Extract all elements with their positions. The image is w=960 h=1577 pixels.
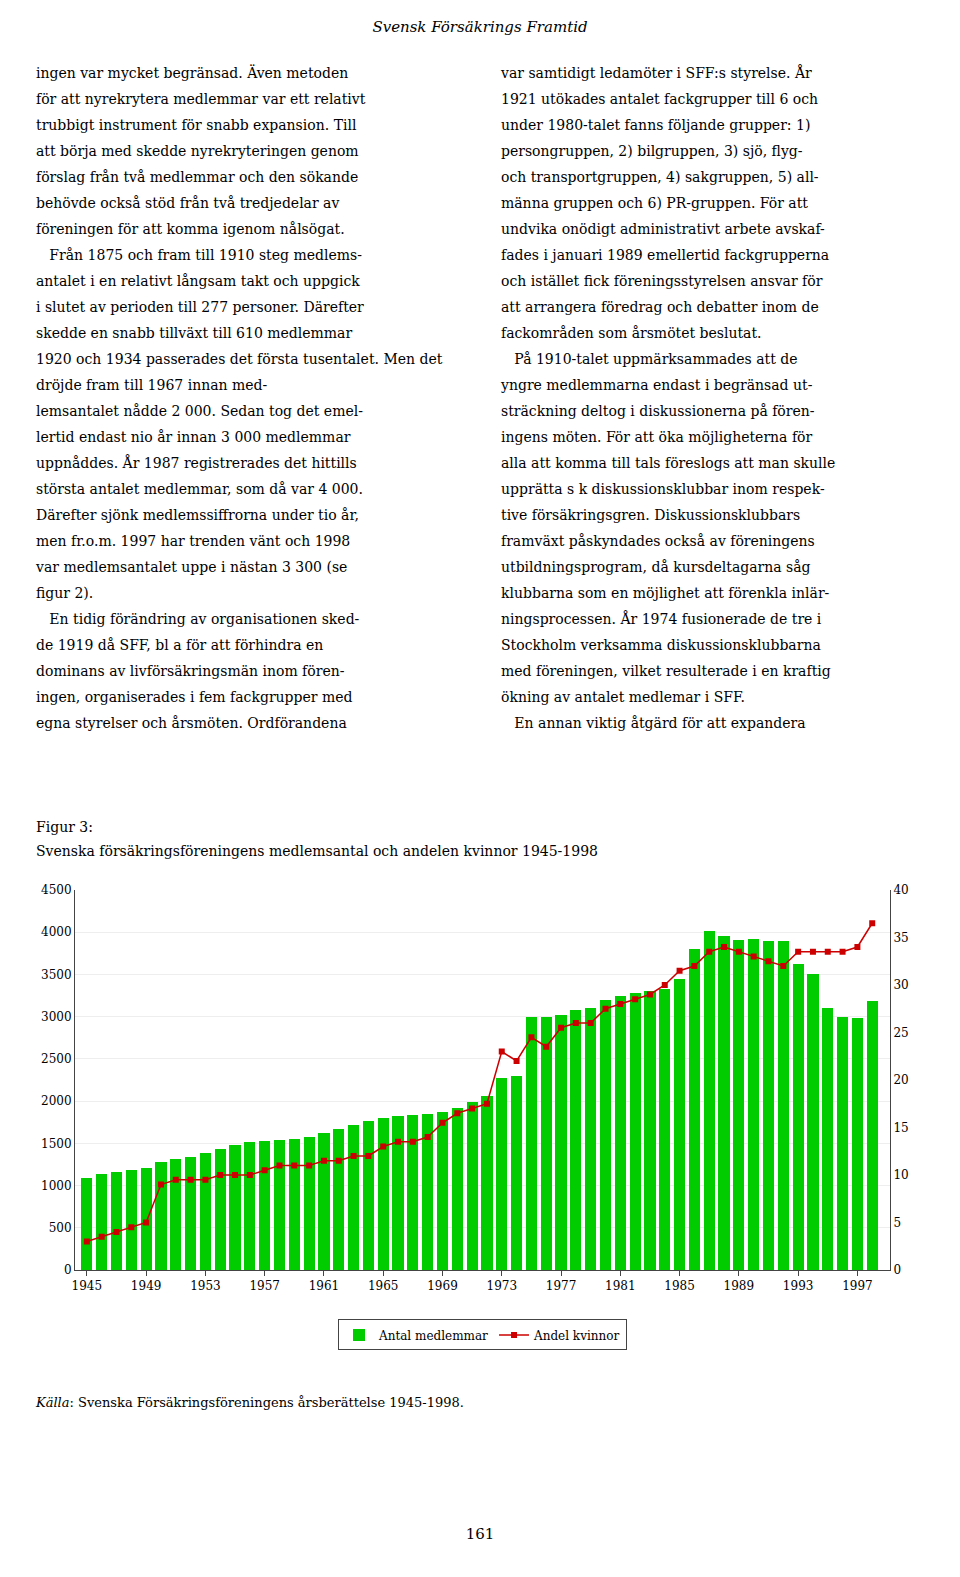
svg-text:1961: 1961 bbox=[309, 1279, 340, 1293]
svg-text:Antal medlemmar: Antal medlemmar bbox=[378, 1329, 488, 1343]
html-text:trubbigt instrument för snabb: trubbigt instrument för snabb expansion.… bbox=[36, 117, 357, 133]
svg-text:30: 30 bbox=[893, 978, 908, 992]
html-text:1921 utökades antalet fackgrup: 1921 utökades antalet fackgrupper till 6… bbox=[501, 91, 819, 107]
html-text:egna styrelser och årsmöten. O: egna styrelser och årsmöten. Ordföranden… bbox=[36, 715, 347, 731]
html-text:att arrangera föredrag och deb: att arrangera föredrag och debatter inom… bbox=[501, 299, 819, 315]
html-text:de 1919 då SFF, bl a för att f: de 1919 då SFF, bl a för att förhindra e… bbox=[36, 637, 324, 653]
html-text:På 1910-talet uppmärksammades: På 1910-talet uppmärksammades att de bbox=[501, 351, 798, 367]
svg-text:1957: 1957 bbox=[249, 1279, 280, 1293]
html-text:uppnåddes. År 1987 registrerad: uppnåddes. År 1987 registrerades det hit… bbox=[36, 455, 357, 471]
svg-text:1997: 1997 bbox=[842, 1279, 873, 1293]
html-text:utbildningsprogram, då kursdel: utbildningsprogram, då kursdeltagarna så… bbox=[501, 559, 811, 575]
html-text:att börja med skedde nyrekryte: att börja med skedde nyrekryteringen gen… bbox=[36, 143, 359, 159]
svg-text:0: 0 bbox=[64, 1263, 72, 1277]
html-text:161: 161 bbox=[465, 1525, 495, 1543]
html-text:figur 2).: figur 2). bbox=[36, 585, 94, 601]
html-text:Stockholm verksamma diskussion: Stockholm verksamma diskussionsklubbarna bbox=[501, 637, 821, 653]
svg-text:4500: 4500 bbox=[41, 883, 72, 897]
svg-text:1965: 1965 bbox=[368, 1279, 399, 1293]
svg-text:500: 500 bbox=[49, 1221, 72, 1235]
svg-text:1945: 1945 bbox=[72, 1279, 103, 1293]
html-text:fackområden som årsmötet beslu: fackområden som årsmötet beslutat. bbox=[501, 325, 762, 341]
html-text:tive försäkringsgren. Diskussi: tive försäkringsgren. Diskussionsklubbar… bbox=[501, 507, 801, 523]
html-text:föreningen för att komma igeno: föreningen för att komma igenom nålsögat… bbox=[36, 221, 345, 237]
svg-text:1953: 1953 bbox=[190, 1279, 221, 1293]
html-text:med föreningen, vilket resulte: med föreningen, vilket resulterade i en … bbox=[501, 663, 831, 679]
html-text:lertid endast nio år innan 3 0: lertid endast nio år innan 3 000 medlemm… bbox=[36, 429, 351, 445]
svg-text:3500: 3500 bbox=[41, 968, 72, 982]
html-text:under 1980-talet fanns följand: under 1980-talet fanns följande grupper:… bbox=[501, 117, 811, 133]
html-text:dominans av livförsäkringsmän: dominans av livförsäkringsmän inom fören… bbox=[36, 663, 345, 679]
html-text:Därefter sjönk medlemssiffrorn: Därefter sjönk medlemssiffrorna under ti… bbox=[36, 507, 359, 523]
html-text:En tidig förändring av organis: En tidig förändring av organisationen sk… bbox=[36, 611, 360, 627]
html-text:Svenska försäkringsföreningens: Svenska försäkringsföreningens medlemsan… bbox=[36, 843, 598, 859]
svg-text:1989: 1989 bbox=[724, 1279, 755, 1293]
html-text:ingen var mycket begränsad. Äv: ingen var mycket begränsad. Även metoden bbox=[36, 65, 349, 81]
svg-text:2500: 2500 bbox=[41, 1052, 72, 1066]
html-text:största antalet medlemmar, som: största antalet medlemmar, som då var 4 … bbox=[36, 481, 363, 497]
html-text:männa gruppen och 6) PR-gruppe: männa gruppen och 6) PR-gruppen. För att bbox=[501, 195, 808, 211]
html-text:1920 och 1934 passerades det f: 1920 och 1934 passerades det första tuse… bbox=[36, 351, 447, 393]
html-text:alla att komma till tals föres: alla att komma till tals föreslogs att m… bbox=[501, 455, 836, 471]
svg-text:15: 15 bbox=[893, 1121, 908, 1135]
html-text:och istället fick föreningssty: och istället fick föreningsstyrelsen ans… bbox=[501, 273, 823, 289]
svg-text:1500: 1500 bbox=[41, 1137, 72, 1151]
html-text:skedde en snabb tillväxt till: skedde en snabb tillväxt till 610 medlem… bbox=[36, 325, 353, 341]
html-text:Figur 3:: Figur 3: bbox=[36, 819, 93, 835]
html-text:ökning av antalet medlemar i S: ökning av antalet medlemar i SFF. bbox=[501, 689, 745, 705]
svg-text:1973: 1973 bbox=[486, 1279, 517, 1293]
html-text:lemsantalet nådde 2 000. Sedan: lemsantalet nådde 2 000. Sedan tog det e… bbox=[36, 403, 363, 419]
html-text:ningsprocessen. År 1974 fusion: ningsprocessen. År 1974 fusionerade de t… bbox=[501, 611, 822, 627]
svg-text:1000: 1000 bbox=[41, 1179, 72, 1193]
html-text:undvika onödigt administrativt: undvika onödigt administrativt arbete av… bbox=[501, 221, 825, 237]
html-text:fades i januari 1989 emellerti: fades i januari 1989 emellertid fackgrup… bbox=[501, 247, 830, 263]
html-text:upprätta s k diskussionsklubba: upprätta s k diskussionsklubbar inom res… bbox=[501, 481, 825, 497]
svg-text:1993: 1993 bbox=[783, 1279, 814, 1293]
svg-text:40: 40 bbox=[893, 883, 908, 897]
html-text:och transportgruppen, 4) sakgr: och transportgruppen, 4) sakgruppen, 5) … bbox=[501, 169, 819, 185]
svg-text:1981: 1981 bbox=[605, 1279, 636, 1293]
svg-text:10: 10 bbox=[893, 1168, 908, 1182]
html-text:klubbarna som en möjlighet att: klubbarna som en möjlighet att förenkla … bbox=[501, 585, 830, 601]
html-text:Från 1875 och fram till 1910 s: Från 1875 och fram till 1910 steg medlem… bbox=[36, 247, 362, 263]
html-text:antalet i en relativt långsam: antalet i en relativt långsam takt och u… bbox=[36, 273, 360, 289]
html-text:förslag från två medlemmar och: förslag från två medlemmar och den sökan… bbox=[36, 169, 359, 185]
html-text:i slutet av perioden till 277: i slutet av perioden till 277 personer. … bbox=[36, 299, 364, 315]
html-text:behövde också stöd från två tr: behövde också stöd från två tredjedelar … bbox=[36, 195, 340, 211]
svg-text:Andel kvinnor: Andel kvinnor bbox=[533, 1329, 619, 1343]
svg-text:3000: 3000 bbox=[41, 1010, 72, 1024]
html-text:yngre medlemmarna endast i beg: yngre medlemmarna endast i begränsad ut- bbox=[501, 377, 813, 393]
html-text:sträckning deltog i diskussion: sträckning deltog i diskussionerna på fö… bbox=[501, 403, 815, 419]
svg-text:20: 20 bbox=[893, 1073, 908, 1087]
html-text:ingen, organiserades i fem fac: ingen, organiserades i fem fackgrupper m… bbox=[36, 689, 353, 705]
html-text:Källa: Svenska Försäkringsföre: Källa: Svenska Försäkringsföreningens år… bbox=[36, 1395, 464, 1410]
html-text:var samtidigt ledamöter i SFF:: var samtidigt ledamöter i SFF:s styrelse… bbox=[501, 65, 812, 81]
svg-text:25: 25 bbox=[893, 1026, 908, 1040]
svg-text:4000: 4000 bbox=[41, 925, 72, 939]
html-text:persongruppen, 2) bilgruppen,: persongruppen, 2) bilgruppen, 3) sjö, fl… bbox=[501, 143, 803, 159]
svg-text:2000: 2000 bbox=[41, 1094, 72, 1108]
svg-text:35: 35 bbox=[893, 931, 908, 945]
html-text:ingens möten. För att öka möjl: ingens möten. För att öka möjligheterna … bbox=[501, 429, 813, 445]
html-text:framväxt påskyndades också av: framväxt påskyndades också av föreningen… bbox=[501, 533, 815, 549]
html-text:för att nyrekrytera medlemmar: för att nyrekrytera medlemmar var ett re… bbox=[36, 91, 366, 107]
svg-text:1969: 1969 bbox=[427, 1279, 458, 1293]
svg-text:1985: 1985 bbox=[664, 1279, 695, 1293]
svg-text:5: 5 bbox=[893, 1216, 901, 1230]
html-text:men fr.o.m. 1997 har trenden v: men fr.o.m. 1997 har trenden vänt och 19… bbox=[36, 533, 351, 549]
html-text:var medlemsantalet uppe i näst: var medlemsantalet uppe i nästan 3 300 (… bbox=[36, 559, 348, 575]
svg-text:0: 0 bbox=[893, 1263, 901, 1277]
svg-text:1977: 1977 bbox=[546, 1279, 577, 1293]
html-text:Svensk Försäkrings Framtid: Svensk Försäkrings Framtid bbox=[372, 18, 588, 36]
html-text:En annan viktig åtgärd för att: En annan viktig åtgärd för att expandera bbox=[501, 715, 806, 731]
svg-text:1949: 1949 bbox=[131, 1279, 162, 1293]
